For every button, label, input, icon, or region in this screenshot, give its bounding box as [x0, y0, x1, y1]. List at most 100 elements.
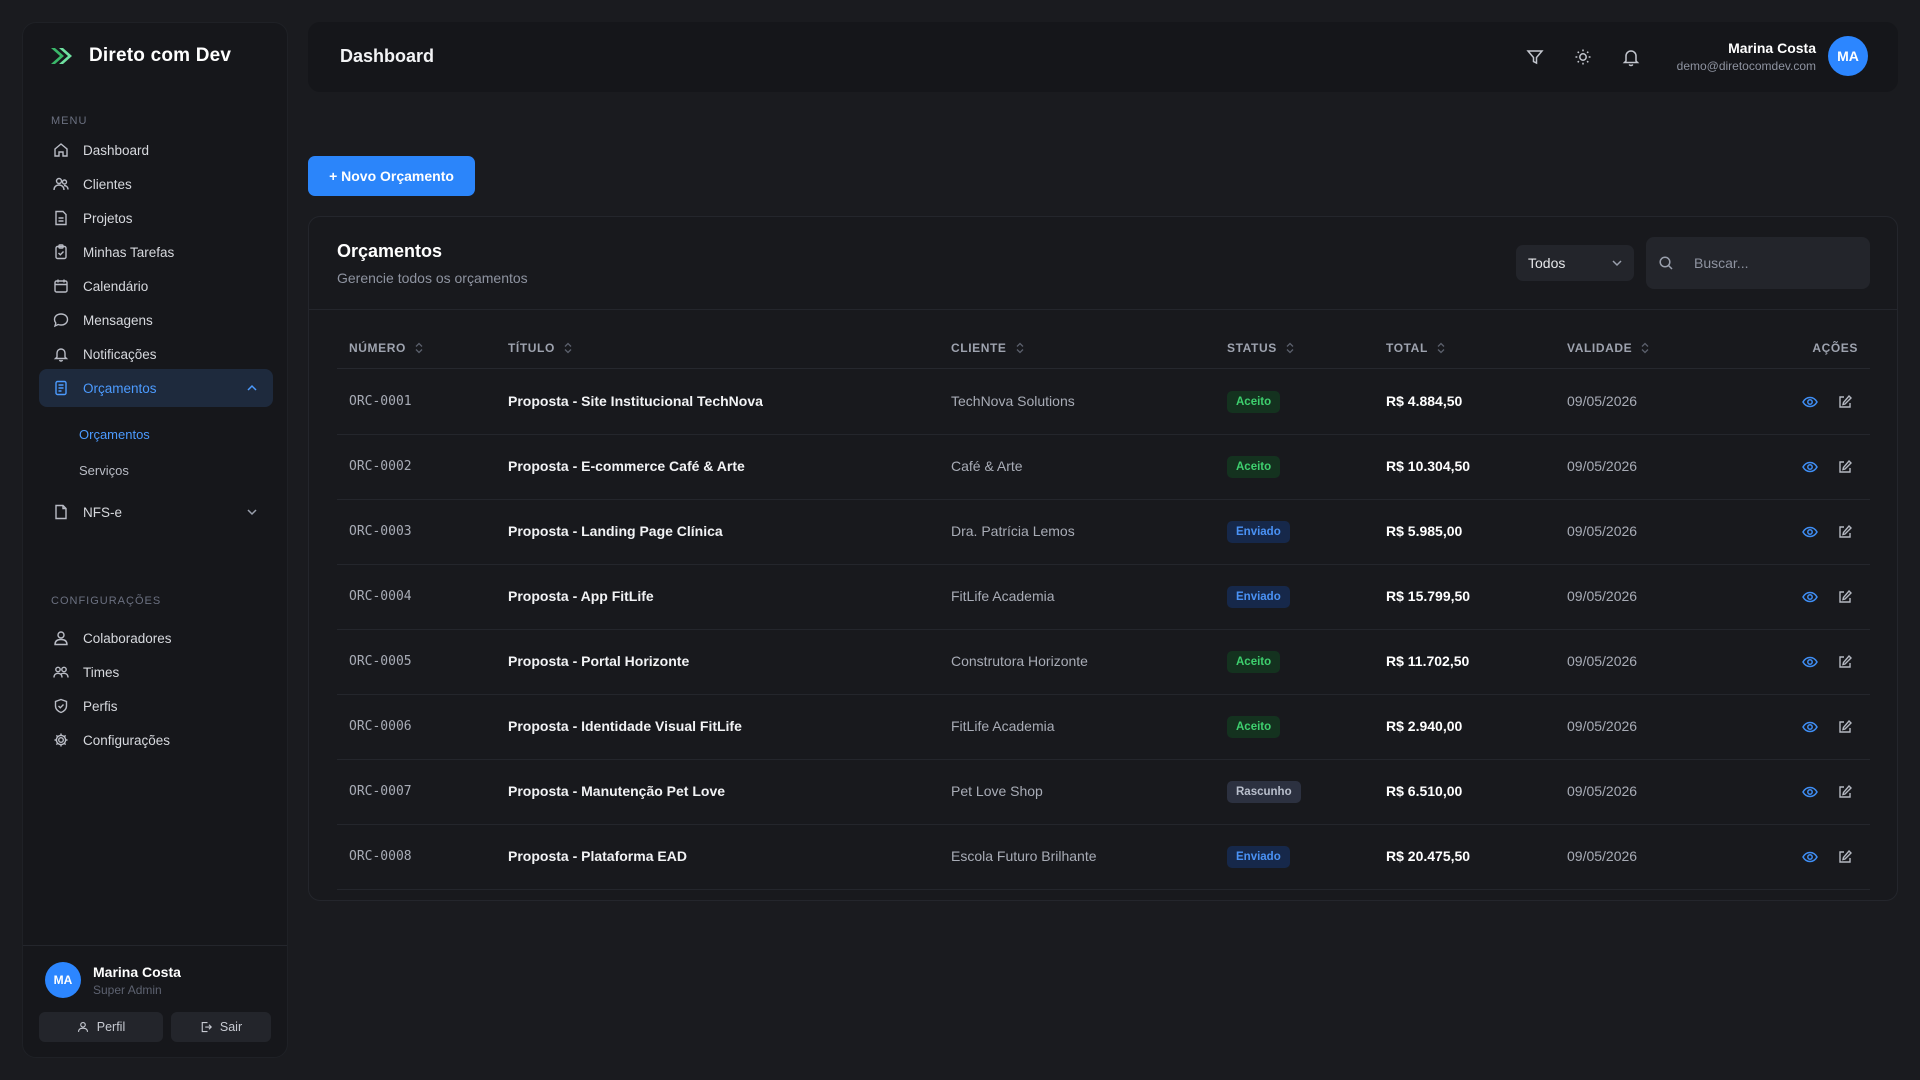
budget-client: TechNova Solutions — [951, 393, 1075, 409]
column-header-acoes: AÇÕES — [1812, 341, 1858, 355]
status-badge: Rascunho — [1227, 781, 1301, 803]
filter-icon[interactable] — [1525, 47, 1545, 67]
view-icon[interactable] — [1802, 524, 1818, 540]
sort-icon — [414, 342, 424, 354]
sidebar-item-label: Clientes — [83, 176, 132, 192]
sidebar-subitem-orcamentos[interactable]: Orçamentos — [79, 427, 150, 442]
edit-icon[interactable] — [1837, 589, 1853, 605]
column-header-cliente[interactable]: CLIENTE — [951, 341, 1025, 355]
sidebar-item-clientes[interactable]: Clientes — [39, 165, 273, 203]
sidebar-item-mensagens[interactable]: Mensagens — [39, 301, 273, 339]
status-badge: Enviado — [1227, 521, 1290, 543]
budget-validity: 09/05/2026 — [1567, 848, 1638, 864]
logout-button[interactable]: Sair — [171, 1012, 271, 1042]
sidebar-item-label: NFS-e — [83, 504, 123, 520]
edit-icon[interactable] — [1837, 654, 1853, 670]
table-row[interactable]: ORC-0003 Proposta - Landing Page Clínica D… — [337, 500, 1870, 565]
column-header-titulo[interactable]: TÍTULO — [508, 341, 573, 355]
column-header-validade[interactable]: VALIDADE — [1567, 341, 1650, 355]
invoice-icon — [53, 504, 69, 520]
sidebar-item-configuracoes[interactable]: Configurações — [39, 721, 273, 759]
sidebar-item-projetos[interactable]: Projetos — [39, 199, 273, 237]
sidebar-item-label: Calendário — [83, 278, 149, 294]
edit-icon[interactable] — [1837, 719, 1853, 735]
search-input[interactable] — [1694, 251, 1862, 275]
card-subtitle: Gerencie todos os orçamentos — [337, 270, 528, 286]
shield-icon — [53, 698, 69, 714]
receipt-icon — [53, 380, 69, 396]
table-row[interactable]: ORC-0007 Proposta - Manutenção Pet Love Pe… — [337, 760, 1870, 825]
column-header-total[interactable]: TOTAL — [1386, 341, 1446, 355]
sidebar-item-colaboradores[interactable]: Colaboradores — [39, 619, 273, 657]
table-row[interactable]: ORC-0008 Proposta - Plataforma EAD Escola … — [337, 825, 1870, 890]
sidebar-item-dashboard[interactable]: Dashboard — [39, 131, 273, 169]
budget-client: Construtora Horizonte — [951, 653, 1088, 669]
budget-validity: 09/05/2026 — [1567, 653, 1638, 669]
sidebar-item-label: Configurações — [83, 732, 171, 748]
budget-client: FitLife Academia — [951, 718, 1055, 734]
sidebar-item-orcamentos[interactable]: Orçamentos — [39, 369, 273, 407]
table-row[interactable]: ORC-0002 Proposta - E-commerce Café & Art… — [337, 435, 1870, 500]
budget-validity: 09/05/2026 — [1567, 588, 1638, 604]
view-icon[interactable] — [1802, 849, 1818, 865]
edit-icon[interactable] — [1837, 394, 1853, 410]
sort-icon — [563, 342, 573, 354]
calendar-icon — [53, 278, 69, 294]
edit-icon[interactable] — [1837, 784, 1853, 800]
budget-number: ORC-0004 — [349, 589, 412, 604]
sidebar-subitem-servicos[interactable]: Serviços — [79, 463, 129, 478]
sidebar-item-nfse[interactable]: NFS-e — [39, 493, 273, 531]
column-label: TOTAL — [1386, 341, 1428, 355]
budget-total: R$ 4.884,50 — [1386, 393, 1463, 409]
sidebar-item-label: Dashboard — [83, 142, 150, 158]
view-icon[interactable] — [1802, 589, 1818, 605]
view-icon[interactable] — [1802, 654, 1818, 670]
card-divider — [309, 309, 1897, 310]
avatar[interactable]: MA — [1828, 36, 1868, 76]
sidebar-item-times[interactable]: Times — [39, 653, 273, 691]
column-header-numero[interactable]: NÚMERO — [349, 341, 424, 355]
budget-title: Proposta - E-commerce Café & Arte — [508, 458, 745, 474]
bell-icon — [53, 346, 69, 362]
column-label: STATUS — [1227, 341, 1277, 355]
table-row[interactable]: ORC-0001 Proposta - Site Institucional Te… — [337, 370, 1870, 435]
sidebar-item-notificacoes[interactable]: Notificações — [39, 335, 273, 373]
avatar[interactable]: MA — [45, 962, 81, 998]
view-icon[interactable] — [1802, 394, 1818, 410]
table-row[interactable]: ORC-0005 Proposta - Portal Horizonte Const… — [337, 630, 1870, 695]
status-filter-select[interactable]: Todos — [1516, 245, 1634, 281]
new-budget-button[interactable]: + Novo Orçamento — [308, 156, 475, 196]
sidebar-user-name: Marina Costa — [93, 963, 181, 980]
budget-number: ORC-0008 — [349, 849, 412, 864]
budget-number: ORC-0005 — [349, 654, 412, 669]
budget-client: Dra. Patrícia Lemos — [951, 523, 1075, 539]
budget-total: R$ 5.985,00 — [1386, 523, 1463, 539]
header-user-name: Marina Costa — [1728, 39, 1816, 56]
brand[interactable]: Direto com Dev — [49, 45, 231, 67]
sidebar-footer: MA Marina Costa Super Admin Perfil Sair — [23, 945, 287, 1057]
budget-title: Proposta - Identidade Visual FitLife — [508, 718, 742, 734]
status-badge: Aceito — [1227, 716, 1281, 738]
table-row[interactable]: ORC-0004 Proposta - App FitLife FitLife Ac… — [337, 565, 1870, 630]
config-section-label: CONFIGURAÇÕES — [51, 595, 162, 607]
logo-icon — [49, 46, 75, 66]
profile-button[interactable]: Perfil — [39, 1012, 163, 1042]
sidebar-item-calendario[interactable]: Calendário — [39, 267, 273, 305]
budget-validity: 09/05/2026 — [1567, 718, 1638, 734]
edit-icon[interactable] — [1837, 459, 1853, 475]
edit-icon[interactable] — [1837, 524, 1853, 540]
column-header-status[interactable]: STATUS — [1227, 341, 1295, 355]
table-row[interactable]: ORC-0006 Proposta - Identidade Visual Fit… — [337, 695, 1870, 760]
header-user[interactable]: Marina Costa demo@diretocomdev.com MA — [1677, 36, 1868, 76]
notification-bell-icon[interactable] — [1621, 47, 1641, 67]
budget-title: Proposta - Site Institucional TechNova — [508, 393, 763, 409]
chevron-up-icon — [245, 381, 259, 395]
view-icon[interactable] — [1802, 784, 1818, 800]
budget-validity: 09/05/2026 — [1567, 523, 1638, 539]
sidebar-item-minhas-tarefas[interactable]: Minhas Tarefas — [39, 233, 273, 271]
view-icon[interactable] — [1802, 719, 1818, 735]
view-icon[interactable] — [1802, 459, 1818, 475]
sidebar-item-perfis[interactable]: Perfis — [39, 687, 273, 725]
theme-toggle-icon[interactable] — [1573, 47, 1593, 67]
edit-icon[interactable] — [1837, 849, 1853, 865]
